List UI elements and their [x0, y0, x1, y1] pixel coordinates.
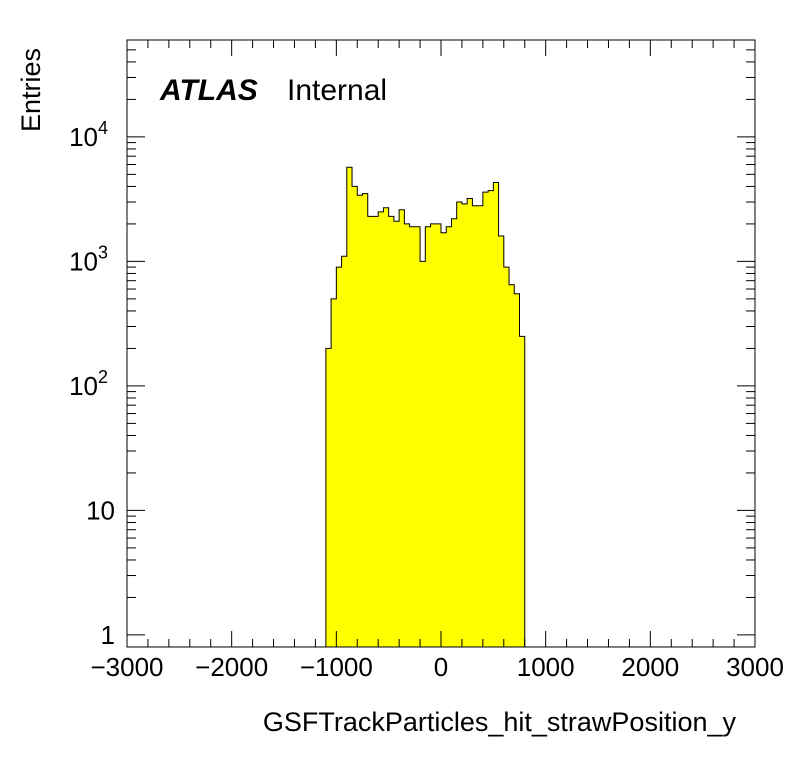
histogram-bar [362, 193, 369, 647]
histogram-bar [461, 203, 468, 647]
histogram-bar [399, 209, 405, 647]
histogram-bar [509, 284, 515, 647]
y-tick-label: 10 [86, 495, 115, 525]
x-tick-label: 1000 [517, 652, 575, 682]
internal-label: Internal [287, 74, 387, 107]
histogram-bar [519, 336, 526, 647]
histogram-bar [346, 167, 353, 647]
y-tick-label: 102 [69, 367, 108, 401]
histogram-bar [420, 261, 426, 647]
histogram-bar [414, 226, 421, 647]
y-tick-label: 103 [69, 242, 108, 276]
histogram-bar [336, 267, 342, 647]
y-tick-label: 104 [69, 118, 108, 152]
histogram-bar [514, 293, 520, 647]
histogram-bar [446, 226, 452, 647]
histogram-bar [493, 182, 499, 648]
histogram-bar [456, 201, 463, 648]
y-axis-label: Entries [16, 48, 46, 132]
histogram-bar [488, 190, 494, 647]
x-tick-label: 0 [434, 652, 448, 682]
histogram-bar [352, 186, 358, 648]
x-axis-ticks: −3000 −2000 −1000 0 1000 2000 3000 [90, 40, 784, 682]
histogram-bar [477, 205, 484, 647]
histogram-bar [482, 192, 489, 648]
histogram-bar [393, 221, 400, 648]
histogram-bar [325, 348, 332, 647]
x-tick-label: −1000 [300, 652, 373, 682]
x-axis-label: GSFTrackParticles_hit_strawPosition_y [263, 707, 737, 737]
histogram-bars [325, 166, 526, 648]
histogram-bar [357, 195, 363, 647]
x-tick-label: 3000 [726, 652, 784, 682]
histogram-bar [435, 223, 442, 648]
histogram-bar [451, 218, 458, 647]
atlas-label: ATLAS [159, 74, 258, 107]
histogram-bar [503, 267, 510, 647]
histogram-outline [325, 166, 526, 647]
x-tick-label: −2000 [195, 652, 268, 682]
histogram-bar [472, 205, 479, 647]
x-tick-label: 2000 [621, 652, 679, 682]
x-tick-label: −3000 [90, 652, 163, 682]
histogram-bar [409, 226, 416, 647]
histogram-bar [383, 207, 390, 648]
histogram-bar [341, 256, 348, 647]
histogram-bar [388, 216, 395, 647]
histogram-bar [331, 298, 337, 647]
histogram-bar [378, 211, 384, 647]
y-axis-ticks: 1 10 102 103 104 [69, 118, 115, 650]
histogram-bar [404, 223, 410, 648]
histogram-bar [441, 232, 447, 647]
histogram-bar [467, 198, 473, 647]
histogram-bar [425, 226, 431, 647]
histogram-bar [367, 216, 374, 647]
histogram-bar [498, 235, 505, 647]
histogram-bar [430, 223, 437, 648]
y-tick-label: 1 [101, 620, 115, 650]
histogram-bar [372, 216, 379, 647]
